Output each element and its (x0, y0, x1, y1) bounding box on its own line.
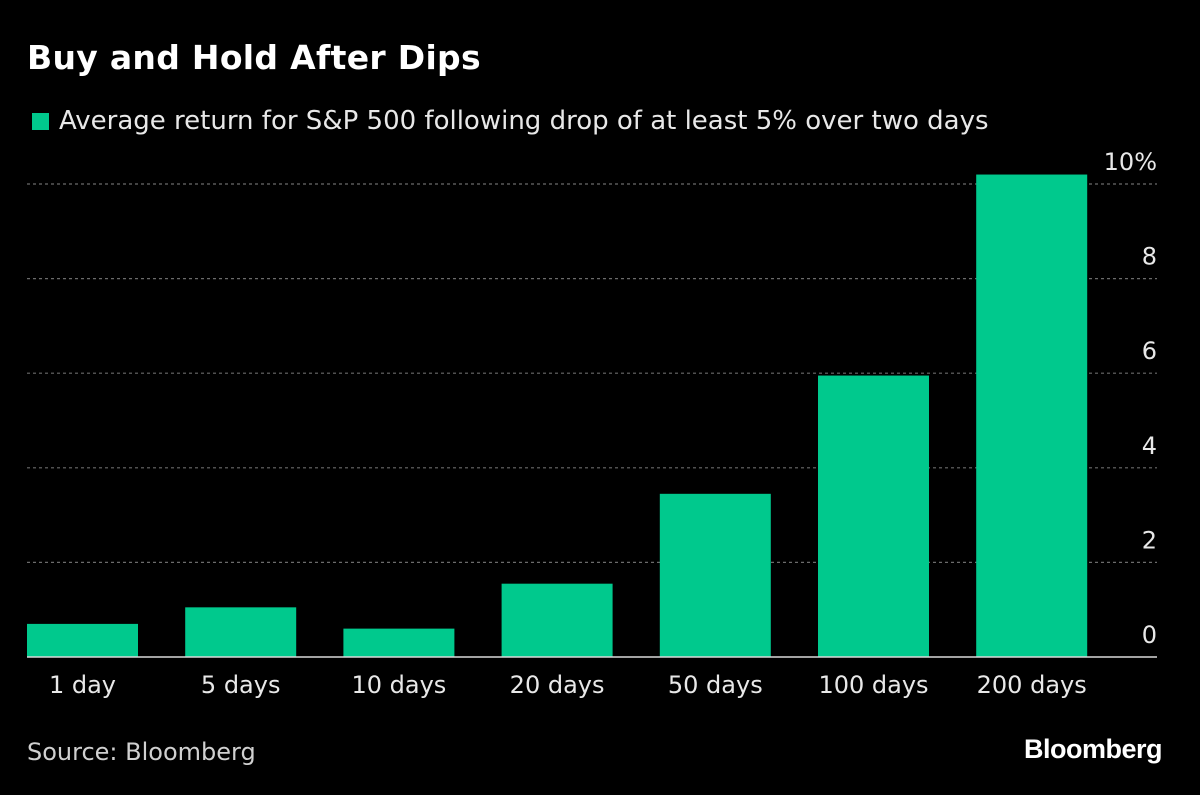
bloomberg-logo: Bloomberg (1023, 734, 1163, 764)
bar (659, 493, 771, 657)
source-note: Source: Bloomberg (27, 738, 256, 766)
legend-swatch (32, 112, 49, 130)
y-tick-label: 8 (1142, 243, 1157, 271)
bar (501, 583, 613, 657)
x-tick-label: 100 days (818, 671, 928, 699)
y-tick-label: 6 (1142, 337, 1157, 365)
x-tick-label: 10 days (351, 671, 446, 699)
y-tick-label: 0 (1142, 621, 1157, 649)
x-tick-label: 50 days (668, 671, 763, 699)
y-tick-label: 2 (1142, 526, 1157, 554)
bar (185, 607, 297, 657)
x-tick-label: 20 days (510, 671, 605, 699)
x-tick-label: 5 days (201, 671, 281, 699)
bar (818, 375, 929, 657)
y-tick-label: 4 (1142, 432, 1157, 460)
y-tick-label: 10% (1104, 148, 1157, 176)
chart-title: Buy and Hold After Dips (27, 38, 481, 77)
legend: Average return for S&P 500 following dro… (32, 103, 989, 139)
bar (343, 628, 455, 657)
bar (976, 174, 1088, 658)
bar (27, 623, 138, 657)
x-tick-label: 200 days (977, 671, 1087, 699)
legend-label: Average return for S&P 500 following dro… (59, 106, 989, 136)
x-tick-label: 1 day (49, 671, 116, 699)
